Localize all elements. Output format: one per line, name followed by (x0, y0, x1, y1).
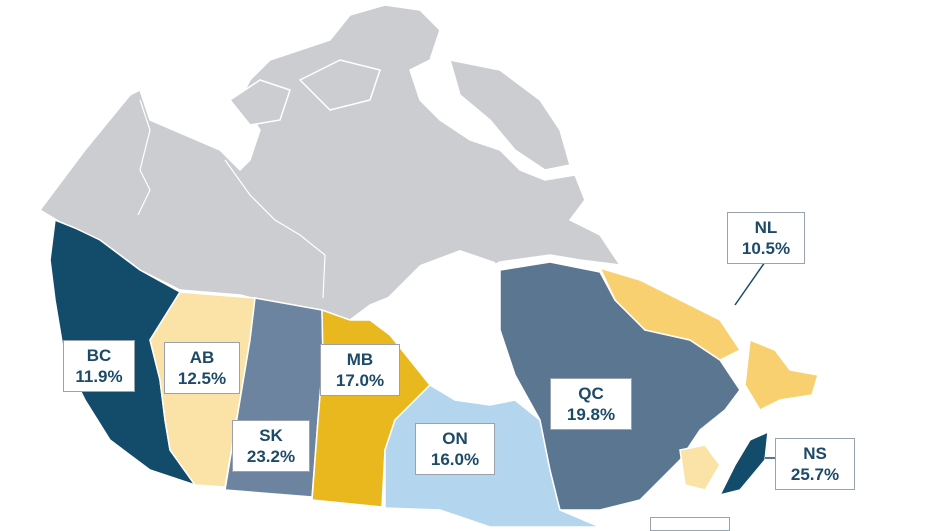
label-partial-bottom (650, 517, 730, 531)
nb-region (679, 444, 721, 491)
label-bc-value: 11.9% (75, 367, 123, 386)
label-ns: NS 25.7% (775, 438, 855, 490)
label-ab-code: AB (189, 348, 215, 367)
label-on: ON 16.0% (415, 423, 495, 475)
label-qc-code: QC (578, 384, 604, 403)
label-ns-value: 25.7% (790, 465, 840, 484)
label-sk-code: SK (259, 426, 283, 445)
hudson-bay (385, 250, 515, 405)
nl-newfoundland-region (744, 338, 819, 411)
ns-region (718, 430, 769, 497)
label-nl-code: NL (754, 218, 778, 237)
nl-labrador-region (598, 266, 742, 361)
label-on-code: ON (442, 429, 468, 448)
territory-border-yukon (137, 99, 151, 216)
label-ab-value: 12.5% (177, 369, 227, 388)
label-nl-value: 10.5% (741, 239, 791, 258)
label-bc: BC 11.9% (63, 340, 135, 392)
label-mb: MB 17.0% (320, 344, 400, 396)
arctic-island-2 (298, 59, 381, 111)
label-mb-code: MB (346, 350, 374, 369)
label-qc: QC 19.8% (550, 378, 632, 430)
label-ab: AB 12.5% (164, 342, 240, 394)
label-sk: SK 23.2% (232, 420, 310, 472)
label-on-value: 16.0% (430, 450, 480, 469)
label-qc-value: 19.8% (566, 405, 616, 424)
label-bc-code: BC (86, 346, 112, 365)
nl-leader-line (734, 261, 766, 306)
label-sk-value: 23.2% (246, 447, 296, 466)
baffin-island (448, 59, 571, 171)
label-mb-value: 17.0% (335, 371, 385, 390)
label-nl: NL 10.5% (727, 212, 805, 264)
arctic-island-1 (228, 79, 291, 126)
label-ns-code: NS (803, 444, 827, 463)
territory-border-nwt (224, 159, 326, 299)
